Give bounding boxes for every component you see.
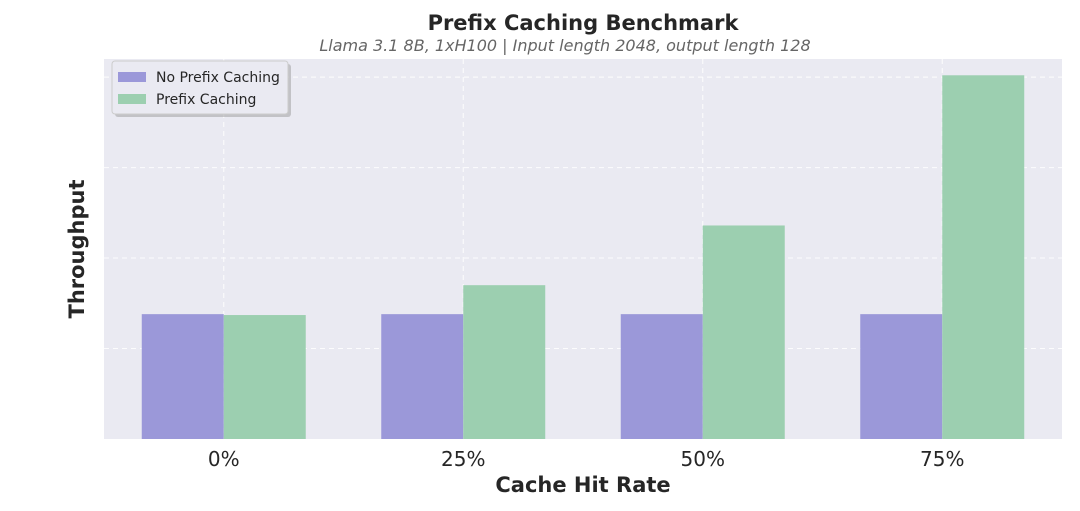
x-axis-label: Cache Hit Rate	[495, 473, 670, 497]
bar-prefix-caching-0pct	[223, 315, 306, 439]
x-tick-label: 75%	[920, 447, 964, 471]
x-tick-label: 25%	[441, 447, 485, 471]
bar-prefix-caching-25pct	[463, 285, 546, 439]
legend-label: No Prefix Caching	[156, 70, 280, 86]
legend-items: No Prefix Caching Prefix Caching	[118, 70, 280, 108]
y-axis-label: Throughput	[65, 179, 89, 318]
legend-box	[111, 60, 289, 115]
bar-prefix-caching-50pct	[702, 225, 785, 439]
legend-swatch	[118, 94, 146, 104]
bar-no-prefix-caching-0pct	[141, 314, 224, 439]
x-tick-labels: 0% 25% 50% 75%	[208, 447, 965, 471]
x-tick-label: 50%	[681, 447, 725, 471]
legend: No Prefix Caching Prefix Caching	[111, 60, 291, 117]
chart-subtitle: Llama 3.1 8B, 1xH100 | Input length 2048…	[319, 36, 810, 55]
bar-no-prefix-caching-50pct	[620, 314, 703, 439]
x-tick-label: 0%	[208, 447, 240, 471]
legend-label: Prefix Caching	[156, 92, 256, 108]
legend-swatch	[118, 72, 146, 82]
bar-no-prefix-caching-75pct	[860, 314, 943, 439]
bar-prefix-caching-75pct	[942, 75, 1025, 440]
chart-title: Prefix Caching Benchmark	[428, 11, 740, 35]
bars	[141, 75, 1025, 440]
bar-no-prefix-caching-25pct	[381, 314, 464, 439]
